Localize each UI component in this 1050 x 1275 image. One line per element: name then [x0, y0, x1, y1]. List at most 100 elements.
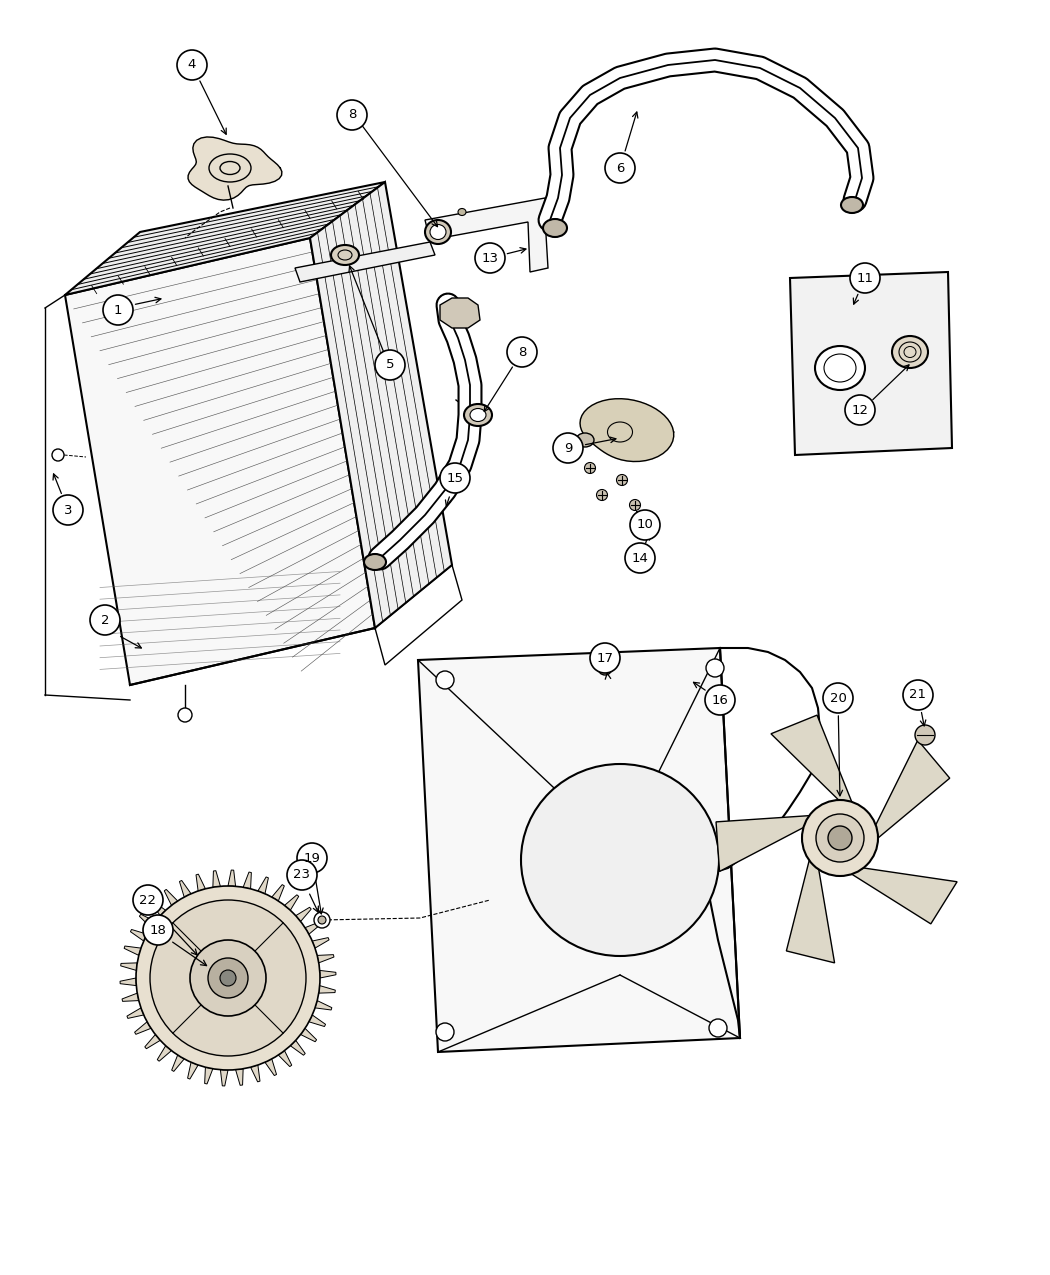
Text: 12: 12	[852, 403, 868, 417]
Polygon shape	[164, 890, 177, 905]
Polygon shape	[145, 1034, 161, 1049]
Circle shape	[178, 708, 192, 722]
Polygon shape	[213, 871, 220, 887]
Circle shape	[602, 666, 608, 671]
Polygon shape	[158, 1046, 171, 1061]
Ellipse shape	[543, 219, 567, 237]
Polygon shape	[290, 1040, 306, 1056]
Text: 3: 3	[64, 504, 72, 516]
Polygon shape	[285, 895, 299, 910]
Circle shape	[220, 970, 236, 986]
Circle shape	[150, 900, 306, 1056]
Text: 21: 21	[909, 688, 926, 701]
Polygon shape	[295, 242, 435, 282]
Polygon shape	[188, 136, 281, 200]
Ellipse shape	[464, 404, 492, 426]
Circle shape	[52, 449, 64, 462]
Polygon shape	[140, 914, 155, 928]
Text: 23: 23	[294, 868, 311, 881]
Polygon shape	[120, 978, 136, 986]
Polygon shape	[296, 908, 311, 922]
Text: 18: 18	[149, 923, 167, 937]
Circle shape	[297, 843, 327, 873]
Circle shape	[598, 660, 612, 674]
Text: 13: 13	[482, 251, 499, 264]
Polygon shape	[716, 816, 810, 871]
Text: 17: 17	[596, 652, 613, 664]
Circle shape	[596, 490, 608, 501]
Circle shape	[436, 671, 454, 688]
Text: 6: 6	[615, 162, 624, 175]
Polygon shape	[65, 238, 375, 685]
Circle shape	[143, 915, 173, 945]
Circle shape	[52, 495, 83, 525]
Ellipse shape	[430, 224, 446, 240]
Text: 9: 9	[564, 441, 572, 454]
Text: 1: 1	[113, 303, 122, 316]
Ellipse shape	[521, 764, 719, 956]
Polygon shape	[440, 298, 480, 328]
Polygon shape	[228, 870, 235, 886]
Polygon shape	[121, 963, 138, 970]
Polygon shape	[272, 885, 285, 901]
Polygon shape	[790, 272, 952, 455]
Polygon shape	[244, 872, 251, 889]
Circle shape	[133, 885, 163, 915]
Polygon shape	[171, 1054, 184, 1071]
Circle shape	[314, 912, 330, 928]
Polygon shape	[418, 648, 740, 1052]
Circle shape	[915, 725, 934, 745]
Circle shape	[337, 99, 368, 130]
Circle shape	[440, 463, 470, 493]
Text: 20: 20	[830, 691, 846, 705]
Polygon shape	[304, 922, 321, 935]
Ellipse shape	[425, 221, 451, 244]
Circle shape	[625, 543, 655, 572]
Text: 10: 10	[636, 519, 653, 532]
Circle shape	[436, 1023, 454, 1040]
Circle shape	[828, 826, 852, 850]
Circle shape	[190, 940, 266, 1016]
Polygon shape	[235, 1068, 244, 1085]
Ellipse shape	[470, 408, 486, 422]
Polygon shape	[124, 946, 141, 955]
Text: 14: 14	[631, 552, 649, 565]
Polygon shape	[188, 1062, 198, 1079]
Text: 5: 5	[385, 358, 394, 371]
Ellipse shape	[458, 209, 466, 215]
Ellipse shape	[364, 555, 386, 570]
Circle shape	[318, 915, 326, 924]
Polygon shape	[319, 970, 336, 978]
Circle shape	[90, 606, 120, 635]
Ellipse shape	[815, 346, 865, 390]
Circle shape	[507, 337, 537, 367]
Ellipse shape	[331, 245, 359, 265]
Text: 4: 4	[188, 59, 196, 71]
Polygon shape	[309, 1015, 326, 1026]
Polygon shape	[134, 1021, 151, 1034]
Circle shape	[616, 474, 628, 486]
Polygon shape	[771, 715, 852, 802]
Circle shape	[208, 958, 248, 998]
Circle shape	[553, 434, 583, 463]
Circle shape	[475, 244, 505, 273]
Circle shape	[287, 861, 317, 890]
Circle shape	[816, 813, 864, 862]
Circle shape	[802, 799, 878, 876]
Circle shape	[605, 153, 635, 184]
Text: 8: 8	[518, 346, 526, 358]
Text: 15: 15	[446, 472, 463, 484]
Text: 11: 11	[857, 272, 874, 284]
Polygon shape	[122, 993, 139, 1001]
Polygon shape	[300, 1029, 317, 1042]
Text: 2: 2	[101, 613, 109, 626]
Polygon shape	[319, 986, 335, 993]
Polygon shape	[265, 1060, 276, 1076]
Circle shape	[705, 685, 735, 715]
Circle shape	[177, 50, 207, 80]
Text: 16: 16	[712, 694, 729, 706]
Polygon shape	[425, 198, 550, 272]
Polygon shape	[205, 1067, 213, 1084]
Polygon shape	[180, 881, 191, 898]
Polygon shape	[251, 1065, 260, 1082]
